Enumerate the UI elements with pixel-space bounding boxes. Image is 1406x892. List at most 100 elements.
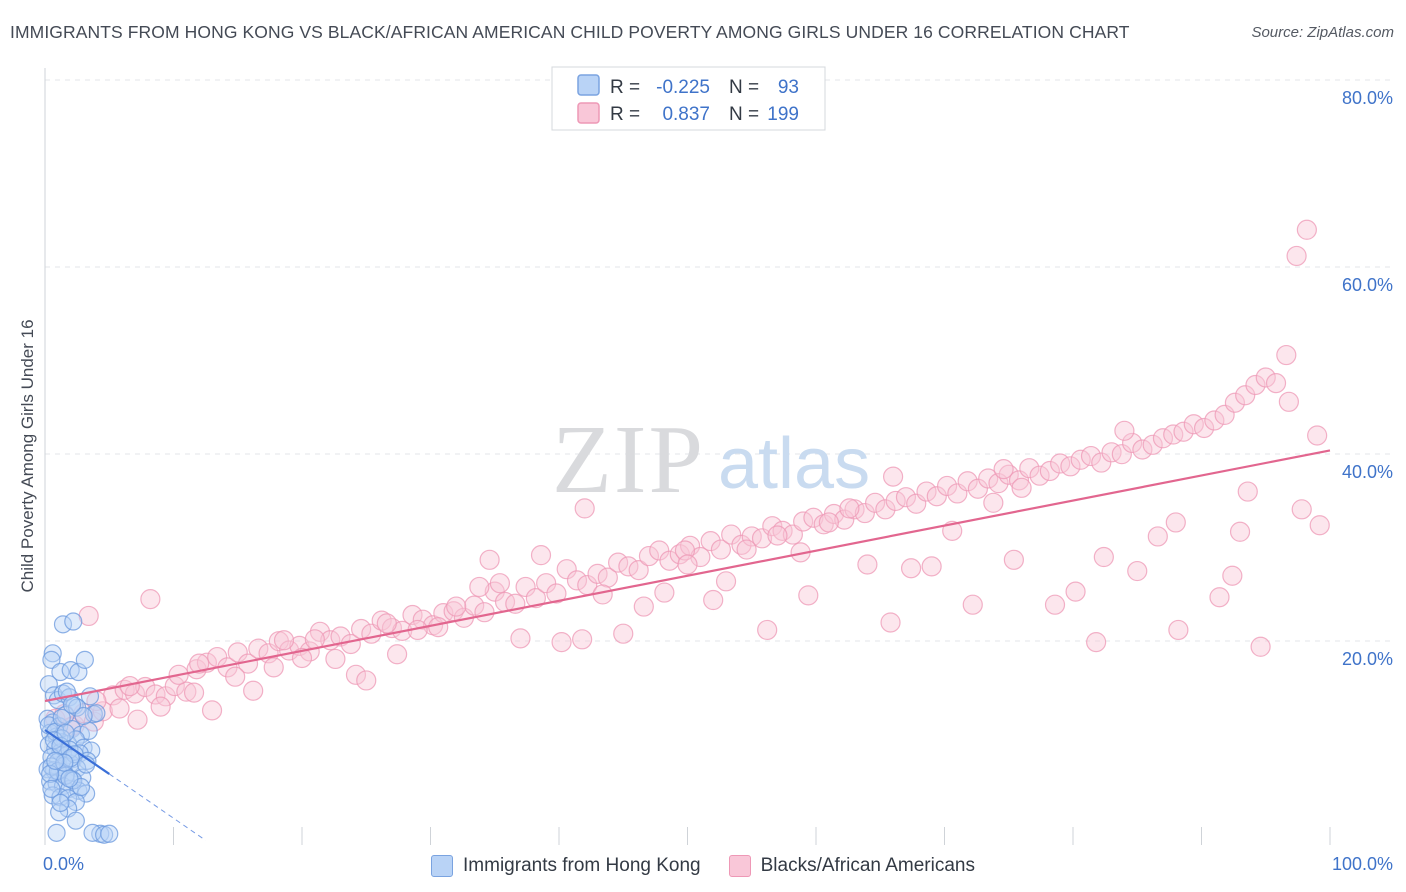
- point-black-african-american: [1132, 439, 1153, 460]
- point-black-african-american: [525, 588, 546, 609]
- point-black-african-american: [967, 478, 989, 499]
- point-black-african-american: [469, 576, 490, 598]
- point-black-african-american: [530, 545, 552, 566]
- legend-label-hong-kong: Immigrants from Hong Kong: [463, 855, 701, 876]
- point-black-african-american: [1265, 373, 1287, 394]
- trend-line-black-african-american: [44, 449, 1331, 703]
- x-tick-label-min: 0.0%: [43, 854, 84, 874]
- point-black-african-american: [993, 459, 1014, 480]
- point-black-african-american: [1235, 385, 1256, 406]
- legend-swatch-black-african-american: [728, 855, 751, 877]
- legend-r-value-2: 0.837: [662, 104, 710, 125]
- point-black-african-american: [201, 700, 223, 721]
- point-black-african-american: [834, 509, 855, 530]
- point-black-african-american: [587, 563, 608, 584]
- point-black-african-american: [618, 556, 639, 577]
- point-black-african-american: [1060, 456, 1081, 477]
- point-black-african-american: [1127, 560, 1148, 582]
- point-black-african-american: [798, 585, 819, 606]
- axes: [44, 68, 1331, 845]
- point-hong-kong: [66, 811, 85, 830]
- point-black-african-american: [1080, 445, 1102, 467]
- point-black-african-american: [1286, 245, 1307, 267]
- point-black-african-american: [1093, 546, 1114, 568]
- point-black-african-american: [1209, 587, 1230, 608]
- legend-item-hong-kong[interactable]: Immigrants from Hong Kong: [431, 855, 701, 877]
- point-black-african-american: [127, 709, 148, 730]
- point-black-african-american: [1019, 458, 1040, 479]
- point-black-african-american: [1173, 421, 1194, 442]
- point-black-african-american: [757, 619, 778, 641]
- point-black-african-american: [510, 628, 531, 649]
- point-black-african-american: [921, 556, 942, 577]
- point-black-african-american: [1111, 444, 1132, 465]
- point-black-african-american: [700, 531, 721, 552]
- point-black-african-american: [1245, 374, 1266, 396]
- legend-r-label-2: R =: [610, 104, 640, 125]
- point-black-african-american: [857, 554, 878, 575]
- point-black-african-american: [854, 502, 875, 524]
- point-black-african-american: [839, 498, 860, 519]
- watermark-atlas: atlas: [718, 424, 870, 504]
- legend-label-black-african-american: Blacks/African Americans: [760, 855, 975, 876]
- point-black-african-american: [690, 546, 711, 568]
- point-black-african-american: [109, 698, 130, 719]
- point-black-african-american: [736, 539, 757, 560]
- point-hong-kong: [100, 824, 119, 843]
- point-hong-kong: [42, 779, 61, 799]
- point-black-african-american: [150, 696, 171, 717]
- point-black-african-american: [386, 644, 408, 665]
- point-black-african-american: [1222, 565, 1243, 586]
- point-black-african-american: [721, 524, 742, 545]
- point-black-african-american: [1296, 219, 1317, 240]
- point-black-african-american: [183, 682, 205, 703]
- point-black-african-american: [926, 486, 947, 507]
- point-black-african-american: [793, 511, 814, 532]
- point-hong-kong: [56, 723, 75, 742]
- point-black-african-american: [1193, 417, 1215, 439]
- point-black-african-american: [1278, 391, 1299, 412]
- point-black-african-american: [428, 617, 449, 638]
- point-black-african-american: [916, 481, 937, 502]
- point-black-african-american: [330, 626, 351, 647]
- point-black-african-american: [1086, 632, 1107, 653]
- point-black-african-american: [1152, 428, 1174, 449]
- point-black-african-american: [633, 596, 654, 617]
- watermark-zip: ZIP: [552, 406, 705, 514]
- tick-labels: 20.0% 40.0% 60.0% 80.0% 0.0% 100.0%: [43, 88, 1393, 874]
- y-tick-label: 20.0%: [1342, 649, 1393, 669]
- point-black-african-american: [710, 539, 732, 560]
- point-black-african-american: [885, 490, 906, 512]
- legend-r-label-1: R =: [610, 77, 640, 98]
- point-black-african-american: [566, 570, 588, 591]
- y-tick-label: 40.0%: [1342, 462, 1393, 482]
- point-black-african-american: [1168, 619, 1189, 641]
- trend-line-hong-kong-extension: [108, 773, 206, 841]
- legend-n-value-1: 93: [778, 77, 799, 98]
- point-black-african-american: [1003, 549, 1024, 570]
- point-black-african-american: [638, 545, 660, 567]
- point-hong-kong: [60, 769, 79, 788]
- point-black-african-american: [474, 602, 495, 623]
- point-black-african-american: [882, 466, 904, 487]
- point-hong-kong: [53, 615, 73, 634]
- point-black-african-american: [479, 549, 500, 570]
- legend-item-black-african-american[interactable]: Blacks/African Americans: [728, 855, 975, 877]
- point-black-african-american: [957, 471, 978, 492]
- point-black-african-american: [608, 552, 629, 573]
- series-immigrants-hong-kong: [38, 612, 119, 844]
- point-black-african-american: [1307, 425, 1328, 446]
- watermark: ZIP atlas: [552, 406, 870, 514]
- point-black-african-american: [1224, 392, 1246, 413]
- point-black-african-american: [356, 670, 377, 691]
- point-black-african-american: [376, 613, 397, 634]
- point-black-african-american: [900, 558, 922, 579]
- point-black-african-american: [1291, 499, 1312, 520]
- point-black-african-american: [176, 681, 197, 702]
- point-black-african-american: [978, 468, 999, 489]
- point-hong-kong: [74, 706, 93, 726]
- point-black-african-american: [1183, 414, 1204, 435]
- point-black-african-american: [1165, 512, 1186, 533]
- point-black-african-american: [140, 588, 161, 610]
- point-black-african-american: [1255, 367, 1276, 388]
